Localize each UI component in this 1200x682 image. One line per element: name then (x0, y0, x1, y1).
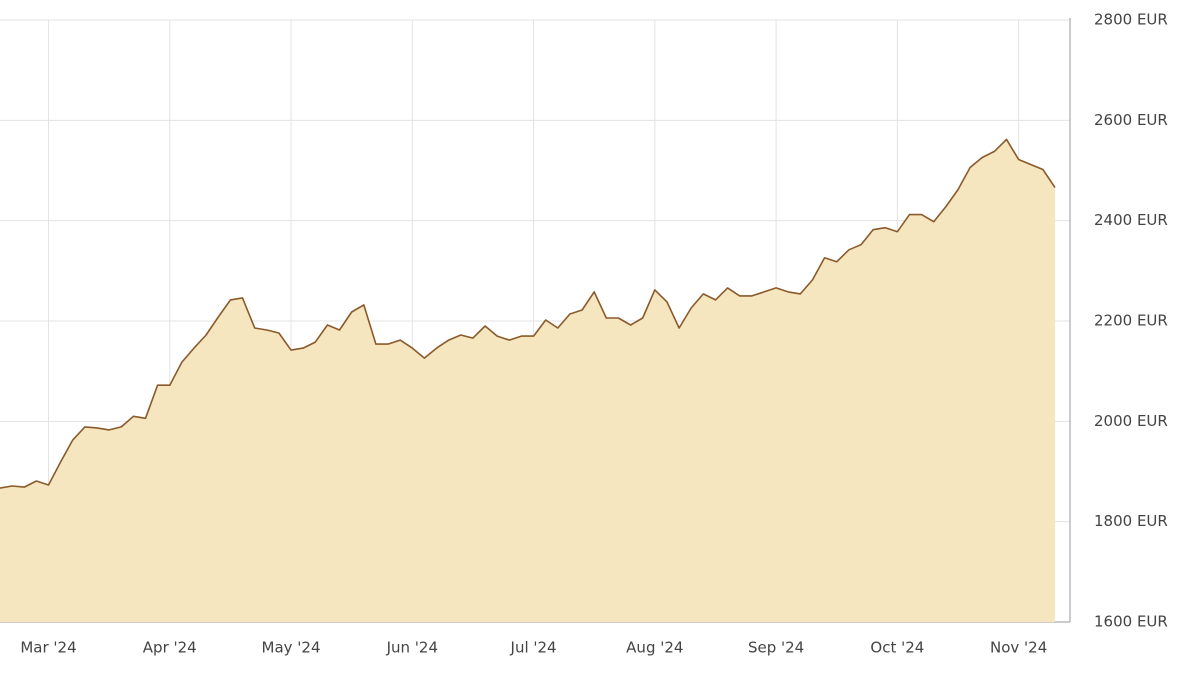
y-tick-label: 2600 EUR (1094, 111, 1168, 129)
x-tick-label: Nov '24 (990, 639, 1047, 657)
y-tick-label: 2000 EUR (1094, 412, 1168, 430)
y-tick-label: 1600 EUR (1094, 613, 1168, 631)
x-tick-label: Jun '24 (386, 639, 438, 657)
area-fill (0, 139, 1055, 622)
y-tick-label: 2800 EUR (1094, 11, 1168, 29)
price-line (0, 138, 1056, 489)
y-tick-label: 2200 EUR (1094, 312, 1168, 330)
y-tick-label: 2400 EUR (1094, 211, 1168, 229)
x-tick-label: Mar '24 (20, 639, 76, 657)
y-tick-label: 1800 EUR (1094, 512, 1168, 530)
x-tick-label: Apr '24 (143, 639, 197, 657)
x-tick-label: May '24 (262, 639, 321, 657)
x-tick-label: Jul '24 (510, 639, 557, 657)
x-tick-label: Aug '24 (626, 639, 683, 657)
x-tick-label: Sep '24 (748, 639, 804, 657)
x-tick-label: Oct '24 (870, 639, 924, 657)
